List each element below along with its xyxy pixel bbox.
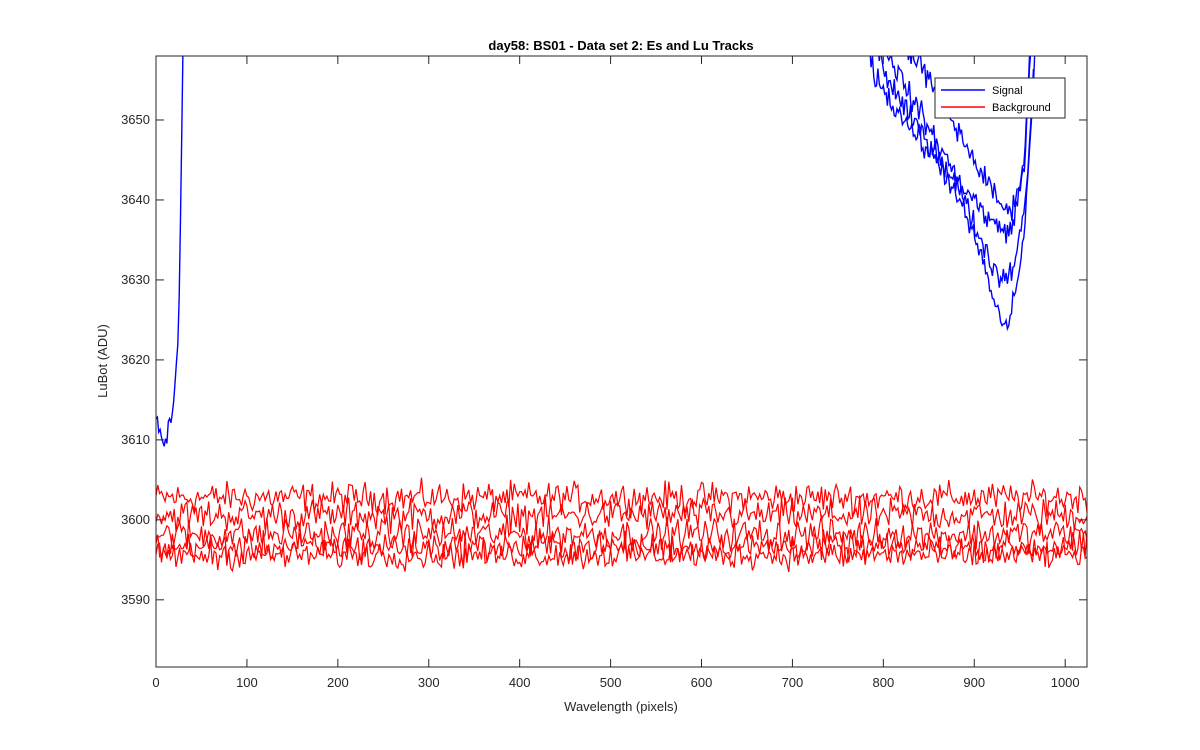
- background-track-0: [156, 477, 1087, 519]
- legend: Signal Background: [934, 77, 1066, 119]
- background-track-3: [156, 528, 1087, 566]
- y-axis: 3590 3600 3610 3620 3630 3640 3650: [121, 112, 1087, 607]
- legend-background-label: Background: [992, 102, 1051, 114]
- y-tick-label: 3640: [121, 192, 150, 207]
- y-tick-label: 3610: [121, 432, 150, 447]
- y-tick-label: 3650: [121, 112, 150, 127]
- x-tick-label: 100: [236, 675, 258, 690]
- x-axis: 0 100 200 300 400 500 600 700 800 900 1000: [152, 56, 1080, 690]
- signal-track-2-right: [886, 56, 1032, 244]
- x-tick-label: 900: [963, 675, 985, 690]
- signal-track-0-right: [869, 56, 1036, 332]
- y-tick-label: 3590: [121, 592, 150, 607]
- x-tick-label: 400: [509, 675, 531, 690]
- plot-frame: [155, 55, 1088, 668]
- x-tick-label: 200: [327, 675, 349, 690]
- y-tick-label: 3630: [121, 272, 150, 287]
- signal-track-0-left: [156, 56, 184, 447]
- x-tick-label: 700: [782, 675, 804, 690]
- background-track-2: [156, 514, 1087, 555]
- legend-signal-label: Signal: [992, 85, 1023, 97]
- x-axis-label: Wavelength (pixels): [564, 699, 678, 714]
- legend-box: [934, 77, 1066, 119]
- y-tick-label: 3620: [121, 352, 150, 367]
- background-track-4: [156, 536, 1087, 573]
- plot-area: [156, 56, 1087, 667]
- x-tick-label: 300: [418, 675, 440, 690]
- x-tick-label: 0: [152, 675, 159, 690]
- x-tick-label: 500: [600, 675, 622, 690]
- x-tick-label: 1000: [1051, 675, 1080, 690]
- signal-series: [156, 56, 1036, 447]
- background-track-1: [156, 494, 1087, 535]
- signal-track-1-right: [878, 56, 1035, 288]
- chart-title: day58: BS01 - Data set 2: Es and Lu Trac…: [488, 38, 753, 53]
- signal-track-3-right: [907, 56, 1031, 221]
- x-tick-label: 600: [691, 675, 713, 690]
- background-series: [156, 477, 1087, 573]
- x-tick-label: 800: [872, 675, 894, 690]
- y-axis-label: LuBot (ADU): [95, 324, 110, 398]
- y-tick-label: 3600: [121, 512, 150, 527]
